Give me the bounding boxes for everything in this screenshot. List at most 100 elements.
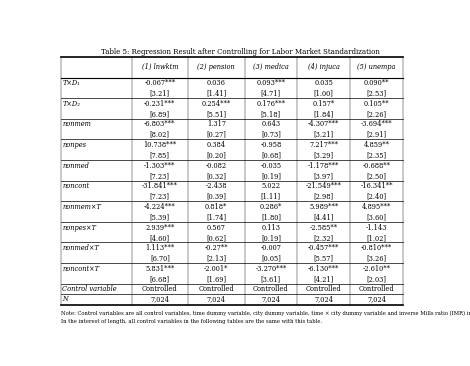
Text: 0.286*: 0.286*	[260, 203, 282, 211]
Text: 5.989***: 5.989***	[309, 203, 338, 211]
Text: -0.231***: -0.231***	[144, 100, 175, 108]
Text: [2.35]: [2.35]	[367, 152, 387, 159]
Text: Table 5: Regression Result after Controlling for Labor Market Standardization: Table 5: Regression Result after Control…	[102, 48, 380, 56]
Text: 1.317: 1.317	[207, 120, 226, 128]
Text: [3.61]: [3.61]	[261, 275, 281, 283]
Text: 0.818*: 0.818*	[205, 203, 227, 211]
Text: -6.803***: -6.803***	[144, 120, 175, 128]
Text: Note: Control variables are all control variables, time dummy variable, city dum: Note: Control variables are all control …	[61, 310, 470, 315]
Text: 7,024: 7,024	[314, 295, 333, 303]
Text: [5.39]: [5.39]	[150, 213, 170, 221]
Text: [2.50]: [2.50]	[367, 172, 386, 180]
Text: -4.224***: -4.224***	[144, 203, 176, 211]
Text: -0.688**: -0.688**	[362, 162, 391, 170]
Text: (4) injuca: (4) injuca	[308, 63, 340, 71]
Text: [3.21]: [3.21]	[313, 131, 334, 139]
Text: -0.958: -0.958	[260, 141, 282, 149]
Text: 0.036: 0.036	[207, 79, 226, 87]
Text: [5.51]: [5.51]	[206, 110, 227, 118]
Text: 0.384: 0.384	[207, 141, 226, 149]
Text: Control variable: Control variable	[63, 285, 117, 293]
Text: [3.60]: [3.60]	[367, 213, 386, 221]
Text: -1.143: -1.143	[366, 224, 387, 232]
Text: 5.831***: 5.831***	[145, 265, 174, 273]
Text: [0.68]: [0.68]	[261, 152, 281, 159]
Text: 4.859**: 4.859**	[364, 141, 390, 149]
Text: [0.19]: [0.19]	[261, 172, 281, 180]
Text: 0.093***: 0.093***	[257, 79, 285, 87]
Text: [0.62]: [0.62]	[206, 234, 226, 242]
Text: 0.176***: 0.176***	[257, 100, 285, 108]
Text: nonmed: nonmed	[63, 162, 89, 170]
Text: Controlled: Controlled	[253, 285, 289, 293]
Text: 7,024: 7,024	[367, 295, 386, 303]
Text: (3) medica: (3) medica	[253, 63, 289, 71]
Text: [6.89]: [6.89]	[150, 110, 170, 118]
Text: [0.73]: [0.73]	[261, 131, 281, 139]
Text: [6.70]: [6.70]	[150, 254, 170, 262]
Text: [1.69]: [1.69]	[206, 275, 227, 283]
Text: [8.02]: [8.02]	[150, 131, 170, 139]
Text: T×D₂: T×D₂	[63, 100, 80, 108]
Text: [1.11]: [1.11]	[261, 193, 281, 201]
Text: [2.98]: [2.98]	[313, 193, 334, 201]
Text: 0.643: 0.643	[261, 120, 281, 128]
Text: [0.20]: [0.20]	[206, 152, 226, 159]
Text: [3.97]: [3.97]	[314, 172, 334, 180]
Text: [3.21]: [3.21]	[150, 90, 170, 97]
Text: 1.113***: 1.113***	[145, 244, 174, 252]
Text: 0.567: 0.567	[207, 224, 226, 232]
Text: [6.68]: [6.68]	[150, 275, 170, 283]
Text: -3.694***: -3.694***	[361, 120, 392, 128]
Text: nonpes×T: nonpes×T	[63, 224, 96, 232]
Text: Controlled: Controlled	[359, 285, 394, 293]
Text: [0.27]: [0.27]	[206, 131, 226, 139]
Text: [1.84]: [1.84]	[313, 110, 334, 118]
Text: -21.549***: -21.549***	[306, 182, 342, 190]
Text: 7.217***: 7.217***	[309, 141, 338, 149]
Text: [2.03]: [2.03]	[367, 275, 386, 283]
Text: -3.270***: -3.270***	[255, 265, 287, 273]
Text: nonmem: nonmem	[63, 120, 91, 128]
Text: nonpes: nonpes	[63, 141, 86, 149]
Text: -0.007: -0.007	[260, 244, 282, 252]
Text: -0.082: -0.082	[206, 162, 227, 170]
Text: [1.80]: [1.80]	[261, 213, 281, 221]
Text: -0.27**: -0.27**	[204, 244, 228, 252]
Text: [4.41]: [4.41]	[313, 213, 334, 221]
Text: -2.610**: -2.610**	[362, 265, 391, 273]
Text: -1.303***: -1.303***	[144, 162, 175, 170]
Text: 2.939***: 2.939***	[145, 224, 174, 232]
Text: -0.810***: -0.810***	[361, 244, 392, 252]
Text: [4.71]: [4.71]	[261, 90, 281, 97]
Text: T×D₁: T×D₁	[63, 79, 80, 87]
Text: -0.067***: -0.067***	[144, 79, 175, 87]
Text: -6.130***: -6.130***	[308, 265, 339, 273]
Text: [7.23]: [7.23]	[150, 193, 170, 201]
Text: 0.035: 0.035	[314, 79, 333, 87]
Text: noncont×T: noncont×T	[63, 265, 99, 273]
Text: noncont: noncont	[63, 182, 89, 190]
Text: -0.035: -0.035	[260, 162, 282, 170]
Text: 4.895***: 4.895***	[362, 203, 391, 211]
Text: nonmed×T: nonmed×T	[63, 244, 99, 252]
Text: [4.21]: [4.21]	[313, 275, 334, 283]
Text: [7.23]: [7.23]	[150, 172, 170, 180]
Text: [7.85]: [7.85]	[150, 152, 170, 159]
Text: 7,024: 7,024	[150, 295, 169, 303]
Text: [3.29]: [3.29]	[313, 152, 334, 159]
Text: 10.738***: 10.738***	[143, 141, 176, 149]
Text: (5) unempa: (5) unempa	[357, 63, 396, 71]
Text: 7,024: 7,024	[261, 295, 281, 303]
Text: [2.13]: [2.13]	[206, 254, 227, 262]
Text: 0.157*: 0.157*	[313, 100, 335, 108]
Text: [2.32]: [2.32]	[313, 234, 334, 242]
Text: [1.41]: [1.41]	[206, 90, 227, 97]
Text: [2.40]: [2.40]	[367, 193, 387, 201]
Text: nonmem×T: nonmem×T	[63, 203, 101, 211]
Text: (2) pension: (2) pension	[197, 63, 235, 71]
Text: -4.307***: -4.307***	[308, 120, 339, 128]
Text: Controlled: Controlled	[306, 285, 342, 293]
Text: 0.113: 0.113	[261, 224, 281, 232]
Text: -16.341**: -16.341**	[360, 182, 393, 190]
